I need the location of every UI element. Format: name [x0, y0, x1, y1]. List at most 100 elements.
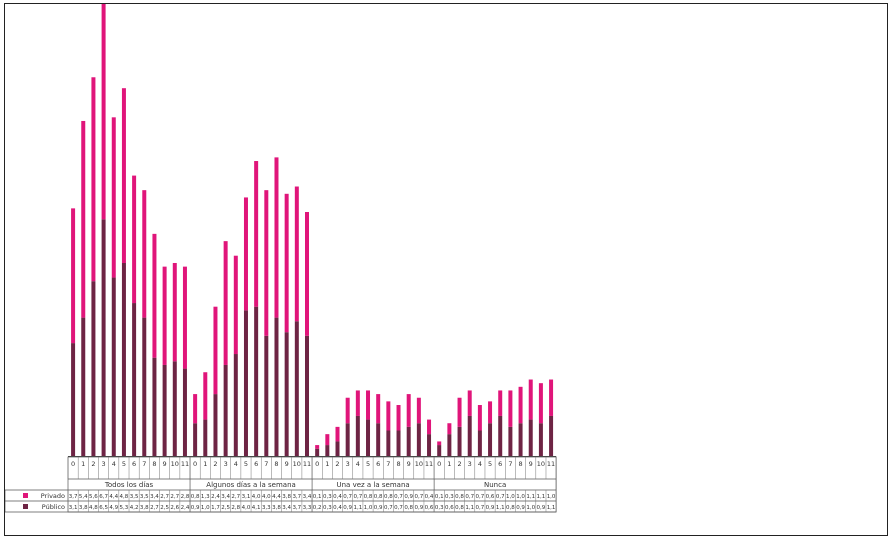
value-label-publico: 4,9 [109, 505, 118, 511]
category-label: 8 [396, 460, 400, 468]
value-label-privado: 3,4 [303, 494, 312, 500]
value-label-publico: 1,0 [364, 505, 373, 511]
value-label-publico: 4,0 [242, 505, 251, 511]
value-label-publico: 2,5 [221, 505, 230, 511]
value-label-privado: 2,7 [170, 494, 179, 500]
category-label: 7 [508, 460, 512, 468]
bar-publico [355, 415, 360, 456]
value-label-privado: 1,3 [201, 494, 210, 500]
bar-privado [528, 379, 533, 420]
value-label-publico: 0,3 [435, 505, 444, 511]
value-label-publico: 1,1 [547, 505, 556, 511]
bar-publico [437, 445, 442, 456]
value-label-privado: 3,5 [130, 494, 139, 500]
value-label-privado: 0,4 [333, 494, 342, 500]
category-label: 6 [376, 460, 380, 468]
bar-publico [203, 419, 208, 456]
category-label: 3 [468, 460, 472, 468]
category-label: 0 [193, 460, 197, 468]
value-label-privado: 0,8 [364, 494, 373, 500]
bar-privado [264, 190, 269, 336]
value-label-privado: 0,7 [353, 494, 362, 500]
bar-publico [81, 317, 86, 456]
category-label: 2 [91, 460, 95, 468]
category-label: 9 [163, 460, 167, 468]
category-label: 0 [437, 460, 441, 468]
value-label-publico: 0,9 [516, 505, 525, 511]
category-label: 5 [122, 460, 126, 468]
value-label-publico: 4,2 [130, 505, 139, 511]
value-label-privado: 0,7 [414, 494, 423, 500]
category-label: 6 [498, 460, 502, 468]
bar-publico [132, 303, 137, 456]
value-label-privado: 0,3 [445, 494, 454, 500]
value-label-privado: 4,0 [262, 494, 271, 500]
value-label-publico: 2,5 [160, 505, 169, 511]
value-label-publico: 0,8 [455, 505, 464, 511]
bar-privado [477, 405, 482, 431]
bar-publico [284, 332, 289, 456]
value-label-privado: 0,7 [465, 494, 474, 500]
value-label-privado: 1,0 [547, 494, 556, 500]
category-label: 4 [356, 460, 360, 468]
bar-publico [488, 423, 493, 456]
bar-privado [121, 88, 126, 263]
bar-publico [406, 426, 411, 456]
value-label-privado: 0,7 [476, 494, 485, 500]
value-label-privado: 0,8 [384, 494, 393, 500]
category-label: 10 [171, 460, 179, 468]
value-label-publico: 1,0 [526, 505, 535, 511]
category-label: 3 [102, 460, 106, 468]
value-label-publico: 2,7 [150, 505, 159, 511]
bar-publico [264, 335, 269, 456]
value-label-privado: 3,7 [69, 494, 78, 500]
bar-publico [294, 321, 299, 456]
bar-privado [498, 390, 503, 416]
bar-privado [71, 208, 76, 344]
bar-publico [213, 394, 218, 456]
bar-privado [274, 157, 279, 318]
value-label-publico: 2,8 [231, 505, 240, 511]
category-label: 3 [224, 460, 228, 468]
bar-publico [304, 335, 309, 456]
bar-privado [162, 266, 167, 365]
bar-privado [325, 434, 330, 446]
bar-privado [366, 390, 371, 420]
bar-publico [325, 445, 330, 456]
bar-publico [477, 430, 482, 456]
value-label-privado: 0,7 [394, 494, 403, 500]
value-label-privado: 3,1 [242, 494, 251, 500]
bar-privado [81, 120, 86, 318]
bar-privado [182, 266, 187, 369]
bar-privado [304, 212, 309, 336]
bar-publico [416, 423, 421, 456]
category-label: 4 [234, 460, 238, 468]
bar-publico [498, 415, 503, 456]
bar-publico [396, 430, 401, 456]
value-label-publico: 3,8 [272, 505, 281, 511]
value-label-publico: 0,7 [384, 505, 393, 511]
value-label-publico: 0,9 [374, 505, 383, 511]
value-label-privado: 0,9 [404, 494, 413, 500]
bar-privado [233, 255, 238, 355]
bar-privado [243, 197, 248, 311]
category-label: 1 [203, 460, 207, 468]
value-label-publico: 5,3 [120, 505, 129, 511]
bar-privado [467, 390, 472, 416]
value-label-privado: 0,8 [191, 494, 200, 500]
bar-privado [406, 394, 411, 427]
value-label-publico: 0,9 [191, 505, 200, 511]
bar-privado [508, 390, 513, 427]
bar-publico [447, 434, 452, 456]
value-label-privado: 3,4 [221, 494, 230, 500]
value-label-privado: 0,4 [425, 494, 434, 500]
bar-privado [345, 397, 350, 424]
category-label: 2 [213, 460, 217, 468]
bar-privado [376, 394, 381, 424]
value-label-publico: 6,5 [99, 505, 108, 511]
bar-privado [549, 379, 554, 416]
value-label-privado: 3,7 [292, 494, 301, 500]
bar-privado [294, 186, 299, 322]
value-label-publico: 3,4 [282, 505, 291, 511]
legend-key-publico [23, 504, 28, 509]
